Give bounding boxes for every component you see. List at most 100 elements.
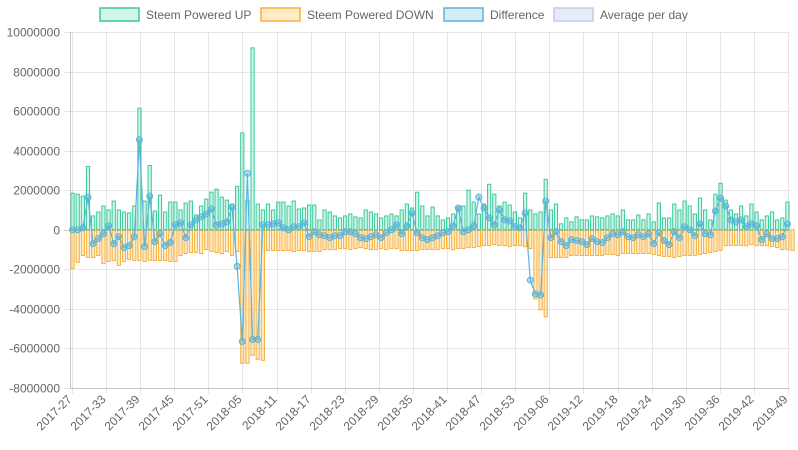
difference-point[interactable]	[310, 228, 318, 236]
bar-up[interactable]	[307, 204, 312, 231]
bar-up[interactable]	[368, 211, 373, 231]
bar-up[interactable]	[373, 213, 379, 231]
bar-down[interactable]	[481, 229, 487, 247]
bar-down[interactable]	[749, 229, 754, 246]
bar-up[interactable]	[476, 213, 481, 231]
legend-item-up[interactable]: Steem Powered UP	[99, 7, 251, 22]
difference-point[interactable]	[506, 217, 514, 225]
bar-up[interactable]	[769, 211, 775, 231]
bar-up[interactable]	[667, 217, 672, 231]
difference-point[interactable]	[156, 230, 164, 238]
difference-point[interactable]	[557, 238, 565, 246]
bar-up[interactable]	[584, 219, 589, 231]
bar-up[interactable]	[379, 217, 384, 231]
bar-down[interactable]	[271, 229, 276, 252]
difference-point[interactable]	[382, 229, 390, 237]
difference-point[interactable]	[778, 233, 786, 241]
bar-down[interactable]	[199, 229, 204, 255]
bar-up[interactable]	[466, 189, 471, 231]
bar-down[interactable]	[677, 229, 682, 257]
bar-up[interactable]	[533, 213, 538, 231]
bar-up[interactable]	[435, 215, 440, 231]
difference-point[interactable]	[593, 238, 601, 246]
bar-down[interactable]	[728, 229, 733, 247]
bar-up[interactable]	[430, 206, 435, 231]
bar-up[interactable]	[672, 203, 677, 231]
difference-point[interactable]	[737, 216, 745, 224]
difference-point[interactable]	[495, 206, 503, 214]
difference-point[interactable]	[125, 242, 133, 250]
bar-up[interactable]	[116, 209, 121, 231]
difference-point[interactable]	[351, 230, 359, 238]
bar-up[interactable]	[255, 203, 260, 231]
bar-up[interactable]	[553, 203, 559, 231]
bar-up[interactable]	[610, 213, 615, 231]
bar-down[interactable]	[723, 229, 728, 247]
difference-point[interactable]	[660, 237, 668, 245]
difference-point[interactable]	[562, 242, 570, 250]
bar-up[interactable]	[764, 215, 769, 231]
bar-down[interactable]	[409, 229, 415, 252]
bar-up[interactable]	[775, 219, 780, 231]
bar-down[interactable]	[70, 229, 75, 269]
bar-up[interactable]	[574, 216, 579, 231]
bar-up[interactable]	[358, 217, 363, 231]
bar-down[interactable]	[80, 229, 85, 256]
bar-down[interactable]	[394, 229, 399, 250]
bar-up[interactable]	[749, 203, 754, 231]
difference-point[interactable]	[485, 214, 493, 222]
bar-up[interactable]	[697, 197, 703, 231]
difference-point[interactable]	[228, 203, 236, 211]
bar-up[interactable]	[636, 214, 641, 231]
difference-point[interactable]	[177, 219, 185, 227]
bar-up[interactable]	[101, 205, 106, 231]
bar-up[interactable]	[615, 215, 620, 231]
bar-up[interactable]	[224, 199, 229, 231]
bar-up[interactable]	[579, 219, 584, 231]
difference-point[interactable]	[609, 230, 617, 238]
difference-point[interactable]	[315, 231, 323, 239]
bar-down[interactable]	[790, 229, 795, 252]
bar-up[interactable]	[456, 206, 461, 231]
difference-point[interactable]	[94, 235, 102, 243]
bar-down[interactable]	[713, 229, 718, 253]
bar-up[interactable]	[631, 219, 636, 231]
bar-up[interactable]	[111, 200, 116, 231]
bar-up[interactable]	[337, 217, 343, 231]
bar-up[interactable]	[322, 209, 327, 231]
legend-item-down[interactable]: Steem Powered DOWN	[260, 7, 434, 22]
bar-up[interactable]	[80, 195, 85, 231]
difference-point[interactable]	[686, 226, 694, 234]
bar-up[interactable]	[523, 192, 528, 231]
bar-up[interactable]	[240, 132, 245, 231]
difference-point[interactable]	[166, 239, 174, 247]
difference-point[interactable]	[264, 221, 272, 229]
bar-down[interactable]	[507, 229, 512, 248]
difference-point[interactable]	[444, 228, 452, 236]
bar-up[interactable]	[754, 211, 759, 231]
bar-down[interactable]	[492, 229, 497, 246]
difference-point[interactable]	[377, 234, 385, 242]
bar-up[interactable]	[759, 219, 764, 231]
difference-point[interactable]	[573, 237, 581, 245]
bar-down[interactable]	[533, 229, 538, 300]
bar-up[interactable]	[646, 213, 651, 231]
bar-down[interactable]	[631, 229, 636, 255]
difference-point[interactable]	[413, 229, 421, 237]
bar-up[interactable]	[168, 201, 173, 231]
bar-down[interactable]	[209, 229, 214, 253]
difference-point[interactable]	[650, 240, 658, 248]
bar-up[interactable]	[173, 201, 178, 231]
bar-up[interactable]	[445, 217, 451, 231]
difference-point[interactable]	[516, 224, 524, 232]
difference-point[interactable]	[711, 207, 719, 215]
difference-point[interactable]	[243, 169, 251, 177]
difference-point[interactable]	[135, 136, 143, 144]
difference-point[interactable]	[567, 236, 575, 244]
bar-up[interactable]	[569, 221, 574, 231]
bar-up[interactable]	[327, 211, 332, 231]
bar-up[interactable]	[394, 215, 399, 231]
bar-up[interactable]	[538, 211, 543, 231]
difference-point[interactable]	[151, 238, 159, 246]
bar-down[interactable]	[502, 229, 507, 247]
